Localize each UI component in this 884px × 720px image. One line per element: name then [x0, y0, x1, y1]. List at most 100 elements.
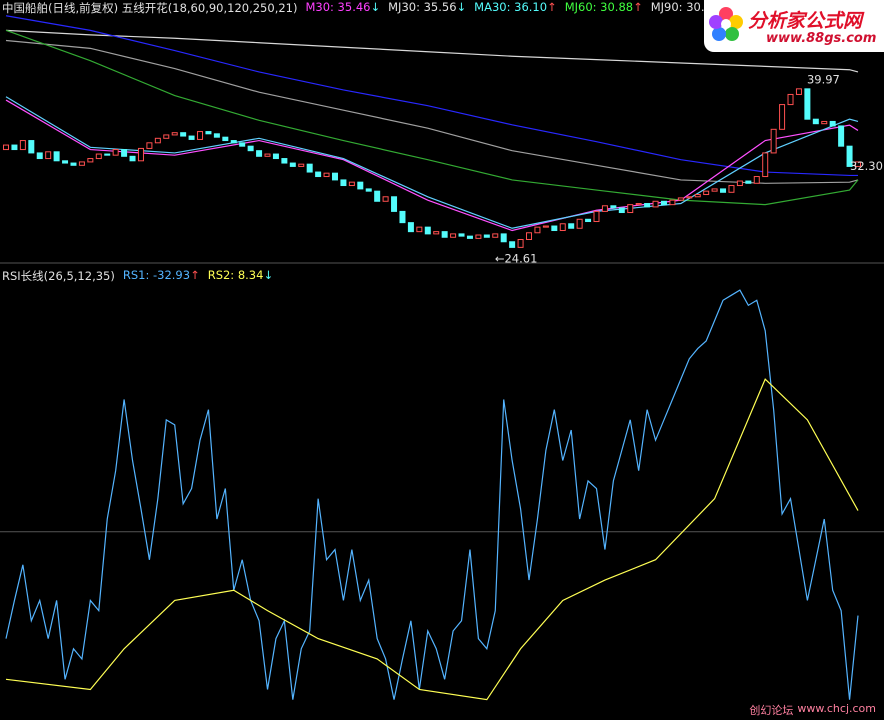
candle	[205, 131, 212, 135]
candle	[112, 149, 119, 156]
candle	[256, 150, 263, 157]
candle	[433, 231, 440, 235]
legend-arrow: ↑	[190, 268, 200, 282]
candle	[686, 196, 693, 199]
candle	[399, 210, 406, 224]
candle	[534, 226, 541, 234]
legend-item: RS1: -32.93 ↑	[123, 268, 200, 284]
candle	[3, 144, 9, 151]
candle	[458, 233, 465, 237]
candle	[222, 136, 229, 142]
legend-arrow: ↓	[456, 0, 467, 14]
candle	[585, 218, 592, 223]
candle	[652, 200, 659, 208]
legend-title: 中国船舶(日线,前复权) 五线开花(18,60,90,120,250,21)	[2, 1, 298, 15]
candle	[770, 128, 777, 154]
legend-item: M30: 35.46 ↓	[305, 0, 380, 16]
candle	[804, 88, 811, 120]
annotation: 39.97	[807, 73, 840, 87]
legend-arrow: ↓	[370, 0, 381, 14]
candle	[618, 207, 625, 214]
candle	[821, 120, 828, 125]
candle	[53, 151, 60, 162]
candle	[104, 153, 111, 156]
candle	[19, 140, 26, 151]
candle	[838, 125, 845, 147]
candle	[795, 88, 802, 95]
candle	[374, 190, 381, 202]
candle	[264, 153, 271, 157]
candle	[441, 231, 448, 238]
candle	[466, 235, 473, 239]
price-legend: 中国船舶(日线,前复权) 五线开花(18,60,90,120,250,21) M3…	[2, 0, 729, 16]
rsi-line	[5, 289, 859, 700]
candle	[610, 205, 617, 209]
candle	[745, 180, 752, 184]
forum-url: www.chcj.com	[797, 702, 876, 715]
candle	[551, 225, 558, 232]
candle	[28, 140, 35, 154]
candle	[180, 132, 187, 137]
rsi-line	[5, 378, 859, 701]
candle	[829, 120, 836, 127]
candle	[281, 158, 288, 164]
legend-label: MJ90: 30.34	[650, 0, 720, 14]
candle	[62, 160, 69, 164]
legend-arrow: ↓	[263, 268, 274, 282]
candle	[500, 233, 507, 243]
candle	[391, 196, 398, 212]
candle	[711, 188, 718, 192]
candle	[753, 176, 760, 184]
candle	[703, 190, 710, 196]
ma-line	[5, 29, 859, 73]
ma-line	[5, 29, 859, 206]
candle	[492, 233, 499, 238]
brand-url: www.88gs.com	[766, 31, 877, 46]
legend-arrow: ↑	[633, 0, 643, 14]
candle	[340, 179, 347, 187]
candle	[11, 144, 18, 151]
candle	[188, 135, 195, 140]
watermark: 分析家公式网 www.88gs.com	[704, 0, 884, 52]
candle	[315, 171, 322, 178]
candle	[635, 203, 642, 206]
candle	[526, 232, 533, 241]
candle	[78, 161, 85, 166]
legend-label: M30: 35.46	[305, 0, 371, 14]
candle	[365, 188, 372, 192]
candle	[517, 239, 524, 248]
candle	[416, 226, 423, 233]
candle	[306, 163, 313, 173]
candle	[601, 205, 608, 212]
candle	[129, 155, 136, 162]
legend-label: MJ60: 30.88	[564, 0, 634, 14]
candle	[736, 180, 743, 187]
legend-item: RS2: 8.34 ↓	[208, 268, 273, 284]
candle	[669, 199, 676, 206]
candle	[694, 194, 701, 198]
candle	[559, 223, 566, 232]
legend-label: MJ30: 35.56	[388, 0, 457, 14]
candle	[298, 163, 305, 167]
candle	[197, 131, 204, 140]
candle	[846, 145, 853, 167]
candle	[213, 133, 220, 138]
ma-line	[5, 99, 859, 232]
candle	[424, 226, 431, 235]
candle	[677, 197, 684, 201]
legend-label: MA30: 36.10	[474, 0, 548, 14]
candle	[475, 234, 482, 239]
candle	[171, 132, 178, 136]
candle	[331, 172, 338, 181]
candle	[720, 188, 727, 193]
candle	[70, 162, 77, 166]
candle	[348, 181, 355, 187]
candle	[787, 93, 794, 106]
ma-line	[5, 39, 859, 184]
annotation: ←24.61	[495, 251, 538, 265]
legend-item: MA30: 36.10 ↑	[474, 0, 557, 16]
legend-item: MJ30: 35.56 ↓	[388, 0, 466, 16]
candle	[87, 158, 94, 163]
legend-item: MJ60: 30.88 ↑	[565, 0, 643, 16]
